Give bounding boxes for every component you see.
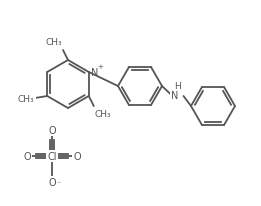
Text: N: N (171, 91, 178, 101)
Text: Cl: Cl (47, 151, 57, 161)
Text: O: O (23, 151, 31, 161)
Text: ⁻: ⁻ (56, 178, 60, 187)
Text: O: O (48, 125, 56, 135)
Text: CH₃: CH₃ (45, 38, 62, 47)
Text: O: O (73, 151, 81, 161)
Text: O: O (48, 177, 56, 187)
Text: H: H (174, 82, 181, 91)
Text: CH₃: CH₃ (95, 109, 111, 118)
Text: CH₃: CH₃ (17, 94, 34, 103)
Text: N: N (91, 68, 98, 78)
Text: +: + (97, 64, 103, 70)
